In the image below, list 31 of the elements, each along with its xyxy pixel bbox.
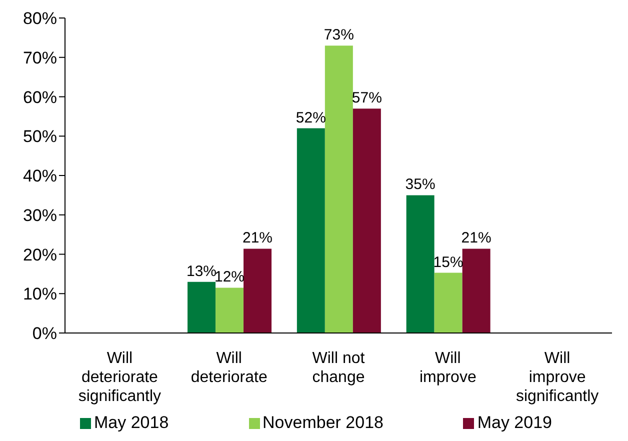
- bar: [462, 248, 490, 333]
- data-label: 21%: [461, 230, 492, 247]
- data-label: 13%: [186, 262, 217, 280]
- data-label: 21%: [242, 230, 273, 247]
- bar: [352, 108, 381, 333]
- x-tick-label: Will deteriorate: [190, 350, 268, 386]
- y-tick-label: 0%: [32, 324, 57, 344]
- y-tick-label: 60%: [22, 88, 57, 107]
- x-tick-label: Will not change: [312, 350, 366, 386]
- bar: [296, 128, 325, 333]
- y-tick-label: 70%: [22, 48, 57, 68]
- x-tick-label: Will improve: [419, 350, 476, 386]
- y-tick-label: 50%: [22, 127, 57, 146]
- bar: [434, 272, 462, 333]
- bar: [188, 282, 216, 333]
- bar: [244, 248, 272, 333]
- legend-label: November 2018: [262, 413, 384, 433]
- data-label: 73%: [324, 26, 354, 44]
- y-tick-label: 10%: [22, 284, 57, 304]
- legend-label: May 2018: [93, 413, 169, 433]
- y-tick-label: 80%: [22, 9, 57, 28]
- x-tick-label: Will deteriorate significantly: [78, 350, 162, 405]
- bar: [406, 195, 434, 333]
- x-tick-label: Will improve significantly: [516, 350, 599, 405]
- data-label: 35%: [405, 176, 436, 194]
- y-tick-label: 30%: [22, 206, 57, 225]
- bar: [216, 288, 244, 333]
- y-tick-label: 20%: [22, 245, 57, 264]
- bar: [324, 46, 353, 333]
- legend-label: May 2019: [476, 413, 552, 433]
- y-tick-label: 40%: [22, 166, 57, 186]
